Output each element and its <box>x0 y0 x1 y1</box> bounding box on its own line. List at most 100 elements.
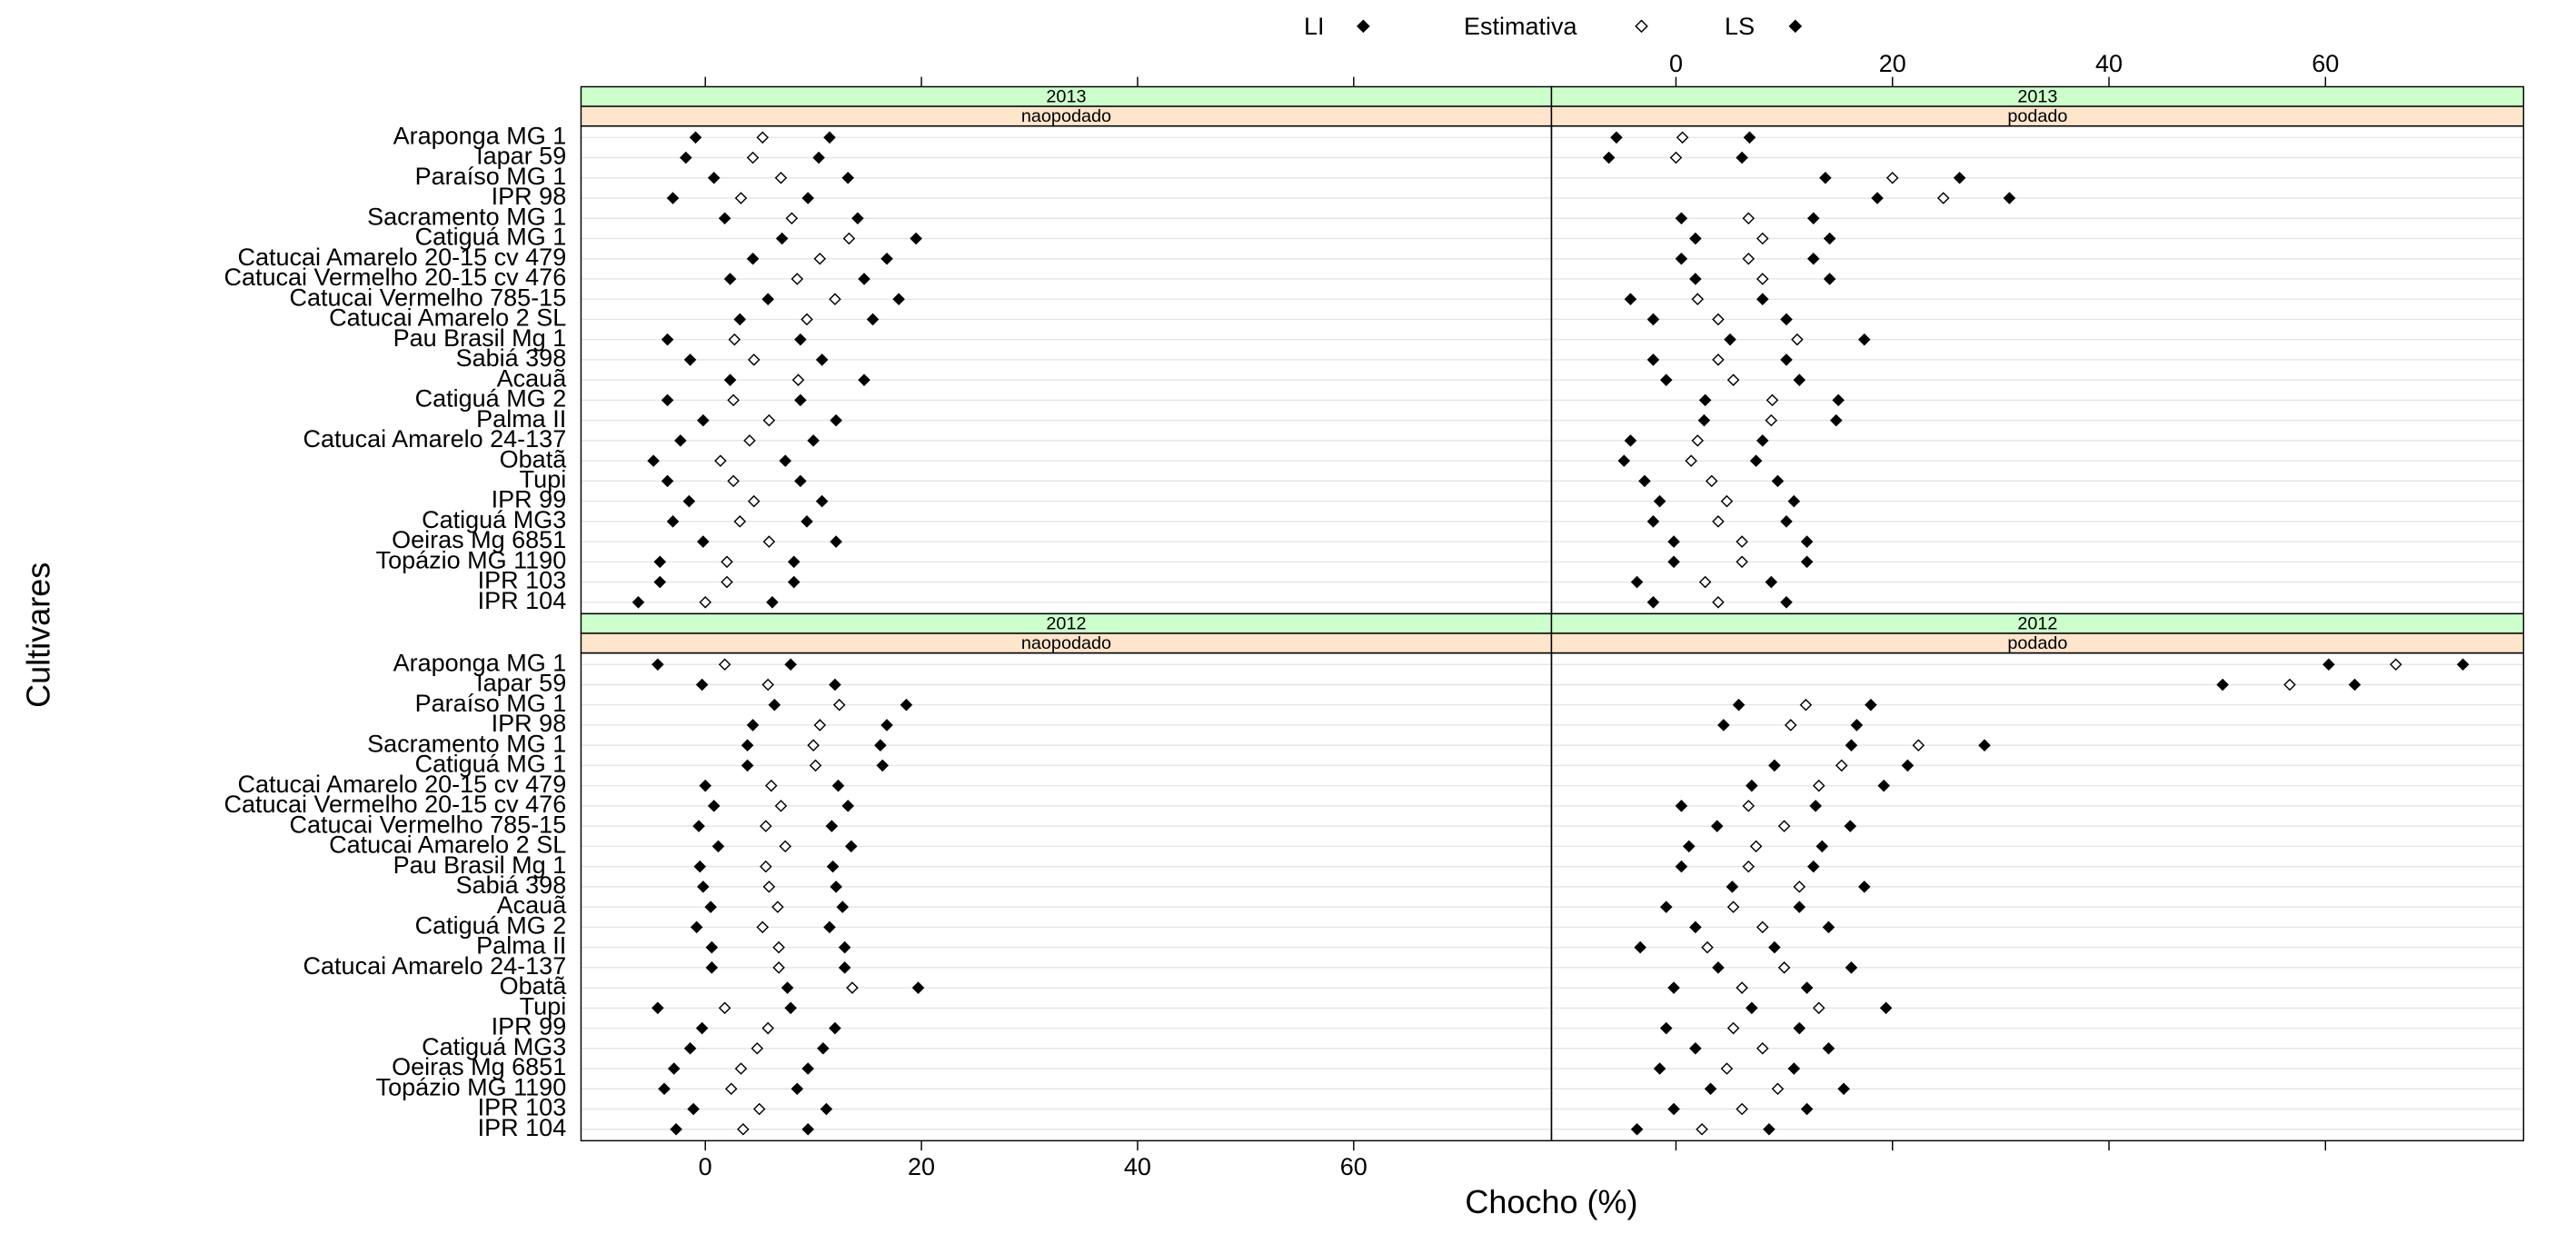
category-label: Catiguá MG 2 <box>415 911 567 939</box>
data-point <box>1726 1021 1740 1035</box>
data-point <box>774 800 788 812</box>
strip-label: naopodado <box>1021 633 1111 653</box>
data-point <box>1768 759 1781 772</box>
panel-frame <box>580 652 1553 1142</box>
data-point <box>842 232 856 245</box>
category-label: Sacramento MG 1 <box>367 203 566 230</box>
data-point <box>721 575 733 589</box>
category-label: IPR 98 <box>492 183 567 210</box>
data-point <box>880 719 893 731</box>
data-point <box>1630 575 1644 589</box>
data-point <box>667 1062 681 1075</box>
data-point <box>670 1122 682 1136</box>
data-point <box>746 719 760 731</box>
data-point <box>1696 1122 1708 1136</box>
data-point <box>666 515 680 528</box>
data-point <box>1712 961 1725 974</box>
data-point <box>1704 1082 1717 1096</box>
data-point <box>760 860 772 873</box>
data-point <box>658 1082 671 1096</box>
category-label: Palma II <box>476 932 566 960</box>
data-point <box>1865 698 1877 712</box>
data-point <box>858 273 870 285</box>
data-point <box>1756 1041 1769 1055</box>
data-point <box>1765 413 1778 427</box>
data-point <box>1936 192 1950 204</box>
data-point <box>653 575 667 589</box>
data-point <box>707 171 721 184</box>
data-point <box>851 212 864 225</box>
category-label: Catucai Vermelho 20-15 cv 476 <box>224 264 566 291</box>
category-label: Catucai Amarelo 24-137 <box>303 425 567 453</box>
data-point <box>2348 678 2362 692</box>
data-point <box>892 293 905 305</box>
legend-marker <box>1357 19 1370 34</box>
data-point <box>1871 192 1884 204</box>
strip-label: podado <box>2007 106 2067 126</box>
data-point <box>695 678 709 692</box>
strip-label: naopodado <box>1021 106 1111 126</box>
data-point <box>1768 940 1781 954</box>
data-point <box>1912 739 1925 751</box>
category-label: Paraíso MG 1 <box>415 690 567 717</box>
data-point <box>841 171 854 184</box>
data-point <box>697 535 710 548</box>
data-point <box>1610 131 1623 144</box>
data-point <box>653 555 667 569</box>
category-label: IPR 103 <box>478 567 567 594</box>
data-point <box>874 739 887 751</box>
data-point <box>682 494 696 508</box>
data-point <box>746 151 760 164</box>
data-point <box>791 373 805 386</box>
data-point <box>791 273 804 285</box>
data-point <box>1815 840 1829 853</box>
data-point <box>830 535 842 548</box>
data-point <box>690 921 703 934</box>
data-point <box>743 434 756 447</box>
data-point <box>1978 739 1991 751</box>
data-point <box>787 555 801 569</box>
panel-frame <box>580 124 1553 615</box>
data-point <box>1901 759 1915 772</box>
data-point <box>1765 393 1779 407</box>
data-point <box>1736 535 1748 548</box>
category-label: Catucai Amarelo 2 SL <box>329 831 566 859</box>
category-label: Sacramento MG 1 <box>367 730 566 757</box>
data-point <box>687 1102 700 1116</box>
data-point <box>1845 961 1858 974</box>
data-point <box>1885 171 1899 184</box>
data-point <box>705 961 719 974</box>
data-point <box>718 1001 731 1015</box>
data-point <box>2003 192 2016 204</box>
strip-label: 2012 <box>1046 613 1086 633</box>
data-point <box>697 413 710 427</box>
data-point <box>747 353 761 366</box>
data-point <box>1879 1001 1893 1015</box>
data-point <box>752 1102 766 1116</box>
panel-frame <box>1550 124 2525 615</box>
data-point <box>1659 901 1673 913</box>
data-point <box>1675 212 1688 225</box>
category-label: Topázio MG 1190 <box>376 1073 567 1100</box>
data-point <box>1667 1102 1680 1116</box>
data-point <box>727 474 740 488</box>
data-point <box>1736 1102 1748 1116</box>
category-label: Obatã <box>500 972 568 1000</box>
strip-label: 2012 <box>2017 613 2057 633</box>
data-point <box>1736 151 1748 164</box>
data-point <box>1830 413 1843 427</box>
data-point <box>1646 313 1660 326</box>
data-point <box>1812 779 1825 792</box>
data-point <box>1837 1082 1850 1096</box>
data-point <box>733 313 747 326</box>
category-label: Araponga MG 1 <box>393 649 567 676</box>
data-point <box>815 353 829 366</box>
data-point <box>2216 678 2229 692</box>
data-point <box>1710 820 1724 832</box>
data-point <box>826 860 840 873</box>
data-point <box>651 658 664 672</box>
data-point <box>728 333 741 346</box>
data-point <box>1809 800 1822 812</box>
category-label: Sabiá 398 <box>456 344 567 372</box>
data-point <box>1765 575 1778 589</box>
